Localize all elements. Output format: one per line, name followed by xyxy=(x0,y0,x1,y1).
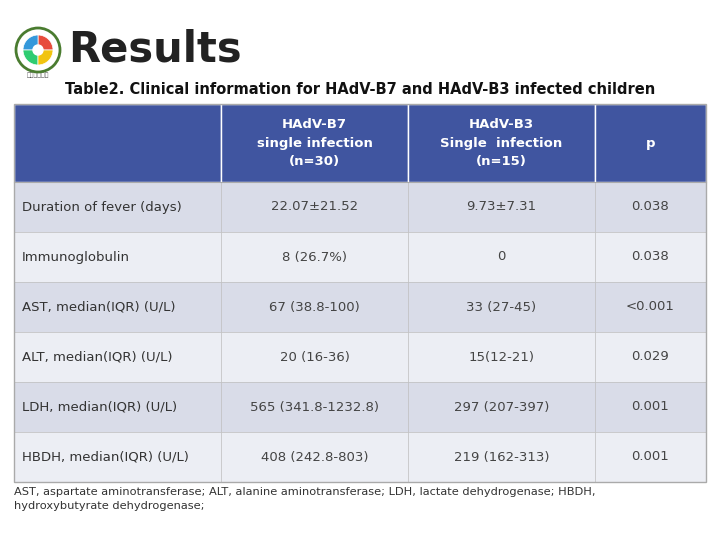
Bar xyxy=(408,232,595,282)
Text: <0.001: <0.001 xyxy=(626,300,675,314)
Wedge shape xyxy=(23,50,38,65)
Text: 219 (162-313): 219 (162-313) xyxy=(454,450,549,463)
Bar xyxy=(408,332,595,382)
Bar xyxy=(408,182,595,232)
Bar xyxy=(408,382,595,432)
Text: AST, median(IQR) (U/L): AST, median(IQR) (U/L) xyxy=(22,300,176,314)
Text: 20 (16-36): 20 (16-36) xyxy=(279,350,349,363)
Text: 0.001: 0.001 xyxy=(631,450,670,463)
Bar xyxy=(595,332,706,382)
Text: LDH, median(IQR) (U/L): LDH, median(IQR) (U/L) xyxy=(22,401,177,414)
Bar xyxy=(221,232,408,282)
Bar xyxy=(14,282,221,332)
Bar xyxy=(14,382,221,432)
Bar xyxy=(14,432,221,482)
Text: 67 (38.8-100): 67 (38.8-100) xyxy=(269,300,360,314)
Bar xyxy=(14,182,221,232)
Bar xyxy=(408,432,595,482)
Bar xyxy=(221,432,408,482)
Text: HAdV-B7
single infection
(n=30): HAdV-B7 single infection (n=30) xyxy=(256,118,372,167)
Text: 北京儿童医院: 北京儿童医院 xyxy=(27,72,49,78)
Text: 9.73±7.31: 9.73±7.31 xyxy=(467,200,536,213)
Bar xyxy=(595,104,706,182)
Circle shape xyxy=(33,45,43,55)
Text: 15(12-21): 15(12-21) xyxy=(469,350,534,363)
Text: 0.001: 0.001 xyxy=(631,401,670,414)
Text: HBDH, median(IQR) (U/L): HBDH, median(IQR) (U/L) xyxy=(22,450,189,463)
Bar xyxy=(221,382,408,432)
Text: Table2. Clinical information for HAdV-B7 and HAdV-B3 infected children: Table2. Clinical information for HAdV-B7… xyxy=(65,82,655,97)
Text: AST, aspartate aminotransferase; ALT, alanine aminotransferase; LDH, lactate deh: AST, aspartate aminotransferase; ALT, al… xyxy=(14,487,595,511)
Text: Duration of fever (days): Duration of fever (days) xyxy=(22,200,181,213)
Bar xyxy=(14,332,221,382)
Bar xyxy=(595,232,706,282)
Text: 408 (242.8-803): 408 (242.8-803) xyxy=(261,450,369,463)
Text: 0.038: 0.038 xyxy=(631,200,670,213)
Bar xyxy=(221,282,408,332)
Bar xyxy=(14,104,706,482)
Text: 0.038: 0.038 xyxy=(631,251,670,264)
Bar xyxy=(221,104,408,182)
Text: p: p xyxy=(646,137,655,150)
Bar xyxy=(14,104,221,182)
Text: Immunoglobulin: Immunoglobulin xyxy=(22,251,130,264)
Text: 22.07±21.52: 22.07±21.52 xyxy=(271,200,358,213)
Bar xyxy=(595,432,706,482)
Text: 33 (27-45): 33 (27-45) xyxy=(467,300,536,314)
Bar xyxy=(408,104,595,182)
Text: ALT, median(IQR) (U/L): ALT, median(IQR) (U/L) xyxy=(22,350,173,363)
Text: 8 (26.7%): 8 (26.7%) xyxy=(282,251,347,264)
Wedge shape xyxy=(23,35,38,50)
Bar xyxy=(595,382,706,432)
Text: 0.029: 0.029 xyxy=(631,350,670,363)
Bar xyxy=(595,282,706,332)
Bar xyxy=(408,282,595,332)
Text: HAdV-B3
Single  infection
(n=15): HAdV-B3 Single infection (n=15) xyxy=(441,118,562,167)
Text: Results: Results xyxy=(68,29,242,71)
Wedge shape xyxy=(38,50,53,65)
Bar xyxy=(595,182,706,232)
Text: 297 (207-397): 297 (207-397) xyxy=(454,401,549,414)
Bar xyxy=(221,332,408,382)
Text: 565 (341.8-1232.8): 565 (341.8-1232.8) xyxy=(250,401,379,414)
Bar xyxy=(14,232,221,282)
Bar xyxy=(221,182,408,232)
Text: 0: 0 xyxy=(498,251,505,264)
Wedge shape xyxy=(38,35,53,50)
